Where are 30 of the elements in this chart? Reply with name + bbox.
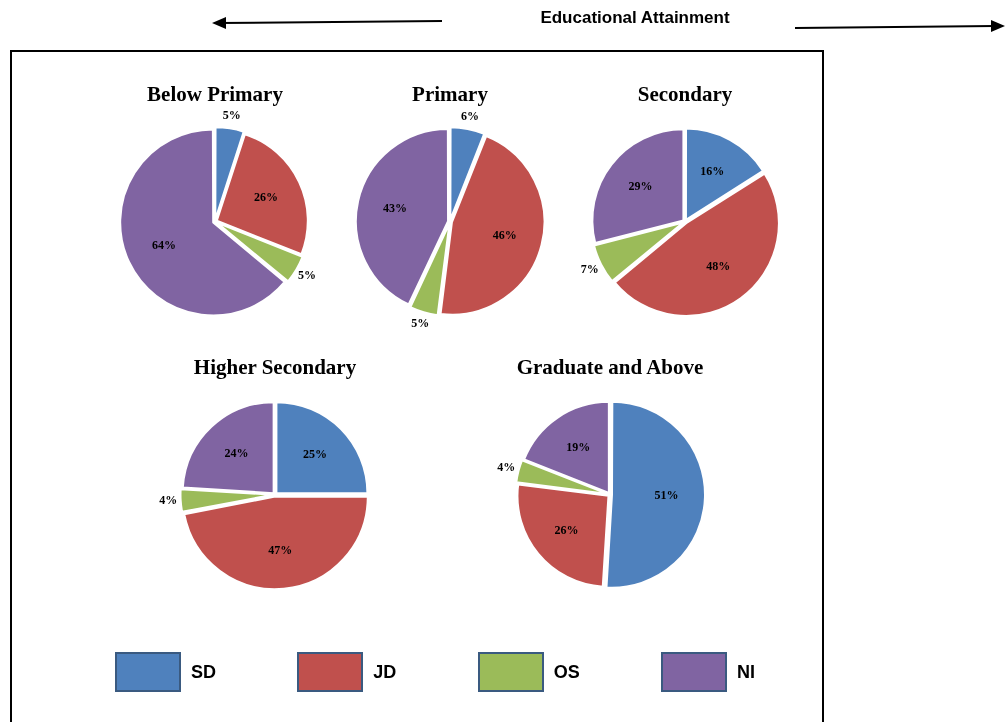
data-label: 29% (628, 179, 653, 194)
data-label: 5% (222, 108, 241, 123)
data-label: 16% (700, 164, 725, 179)
data-label: 19% (566, 440, 591, 455)
text: Educational Attainment (539, 8, 731, 28)
chart-title: Graduate and Above (516, 355, 704, 380)
data-label: 5% (298, 268, 317, 283)
legend-label: SD (191, 661, 217, 683)
data-label: 43% (382, 201, 407, 216)
data-label: 5% (411, 316, 430, 331)
data-label: 26% (254, 189, 279, 204)
data-label: 51% (654, 488, 679, 503)
chart-title: Below Primary (147, 82, 284, 107)
legend-label: OS (553, 661, 580, 683)
data-label: 6% (461, 108, 480, 123)
chart-title: Secondary (637, 82, 733, 107)
data-label: 7% (580, 262, 599, 277)
data-label: 4% (497, 460, 516, 475)
data-label: 64% (151, 237, 176, 252)
chart-title: Primary (412, 82, 489, 107)
data-label: 48% (706, 259, 731, 274)
data-label: 4% (159, 493, 178, 508)
legend-label: JD (373, 661, 397, 683)
data-label: 24% (224, 445, 249, 460)
data-label: 26% (554, 522, 579, 537)
data-label: 47% (268, 542, 293, 557)
legend-label: NI (736, 661, 755, 683)
chart-title: Higher Secondary (193, 355, 357, 380)
data-label: 46% (492, 227, 517, 242)
data-label: 25% (302, 446, 327, 461)
